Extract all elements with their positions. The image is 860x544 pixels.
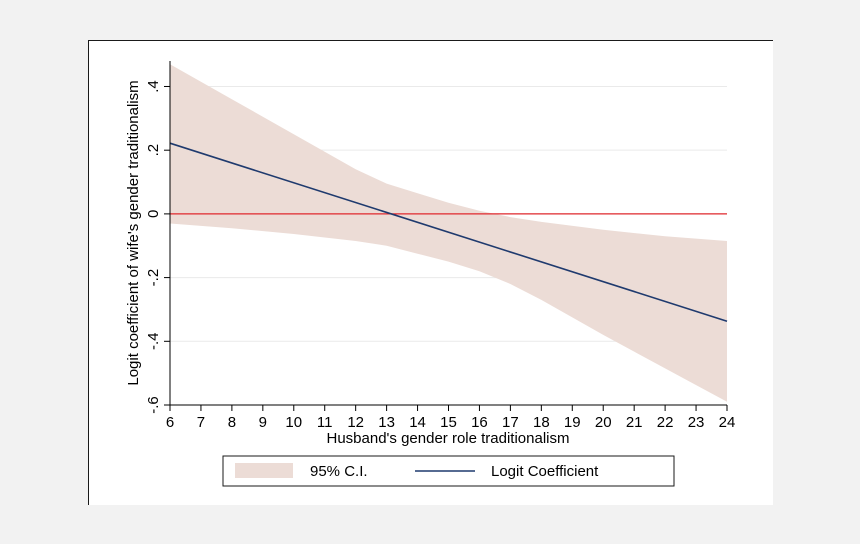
x-tick-label: 15: [440, 414, 457, 431]
x-tick-label: 23: [688, 414, 705, 431]
x-tick-label: 18: [533, 414, 550, 431]
y-tick-label: .2: [145, 144, 162, 157]
x-tick-label: 24: [719, 414, 736, 431]
y-tick-label: -.4: [145, 333, 162, 351]
legend: 95% C.I. Logit Coefficient: [222, 455, 675, 487]
coefficient-line-layer: [169, 142, 728, 322]
x-tick-label: 20: [595, 414, 612, 431]
y-axis-title: Logit coefficient of wife's gender tradi…: [125, 80, 142, 385]
x-tick-label: 19: [564, 414, 581, 431]
y-tick-label: .4: [145, 80, 162, 93]
y-tick-label: -.2: [145, 269, 162, 287]
x-tick-label: 8: [228, 414, 236, 431]
x-tick-label: 11: [317, 414, 333, 431]
x-axis-ticks: 6 7 8 9 10 11 12 13 14 15 16 17 18 19 20 21 22 23 24: [166, 405, 736, 431]
x-tick-label: 10: [285, 414, 302, 431]
y-axis-ticks: -.6 -.4 -.2 0 .2 .4: [145, 80, 170, 414]
x-axis-title: Husband's gender role traditionalism: [327, 430, 570, 447]
y-tick-label: -.6: [145, 396, 162, 414]
x-tick-label: 21: [626, 414, 643, 431]
x-tick-label: 12: [347, 414, 364, 431]
x-tick-label: 17: [502, 414, 519, 431]
x-tick-label: 7: [197, 414, 205, 431]
legend-ci-label: 95% C.I.: [310, 463, 368, 480]
x-tick-label: 9: [259, 414, 267, 431]
x-tick-label: 13: [378, 414, 395, 431]
logit-coefficient-line: [169, 142, 728, 322]
x-tick-label: 6: [166, 414, 174, 431]
chart-panel: 6 7 8 9 10 11 12 13 14 15 16 17 18 19 20 21 22 23 24 -.6 -.…: [88, 40, 773, 505]
x-tick-label: 14: [409, 414, 426, 431]
chart-svg: 6 7 8 9 10 11 12 13 14 15 16 17 18 19 20 21 22 23 24 -.6-.…: [125, 61, 736, 487]
y-tick-label: 0: [145, 210, 162, 218]
legend-line-label: Logit Coefficient: [491, 463, 599, 480]
legend-ci-swatch: [235, 463, 293, 478]
x-tick-label: 16: [471, 414, 488, 431]
x-tick-label: 22: [657, 414, 674, 431]
